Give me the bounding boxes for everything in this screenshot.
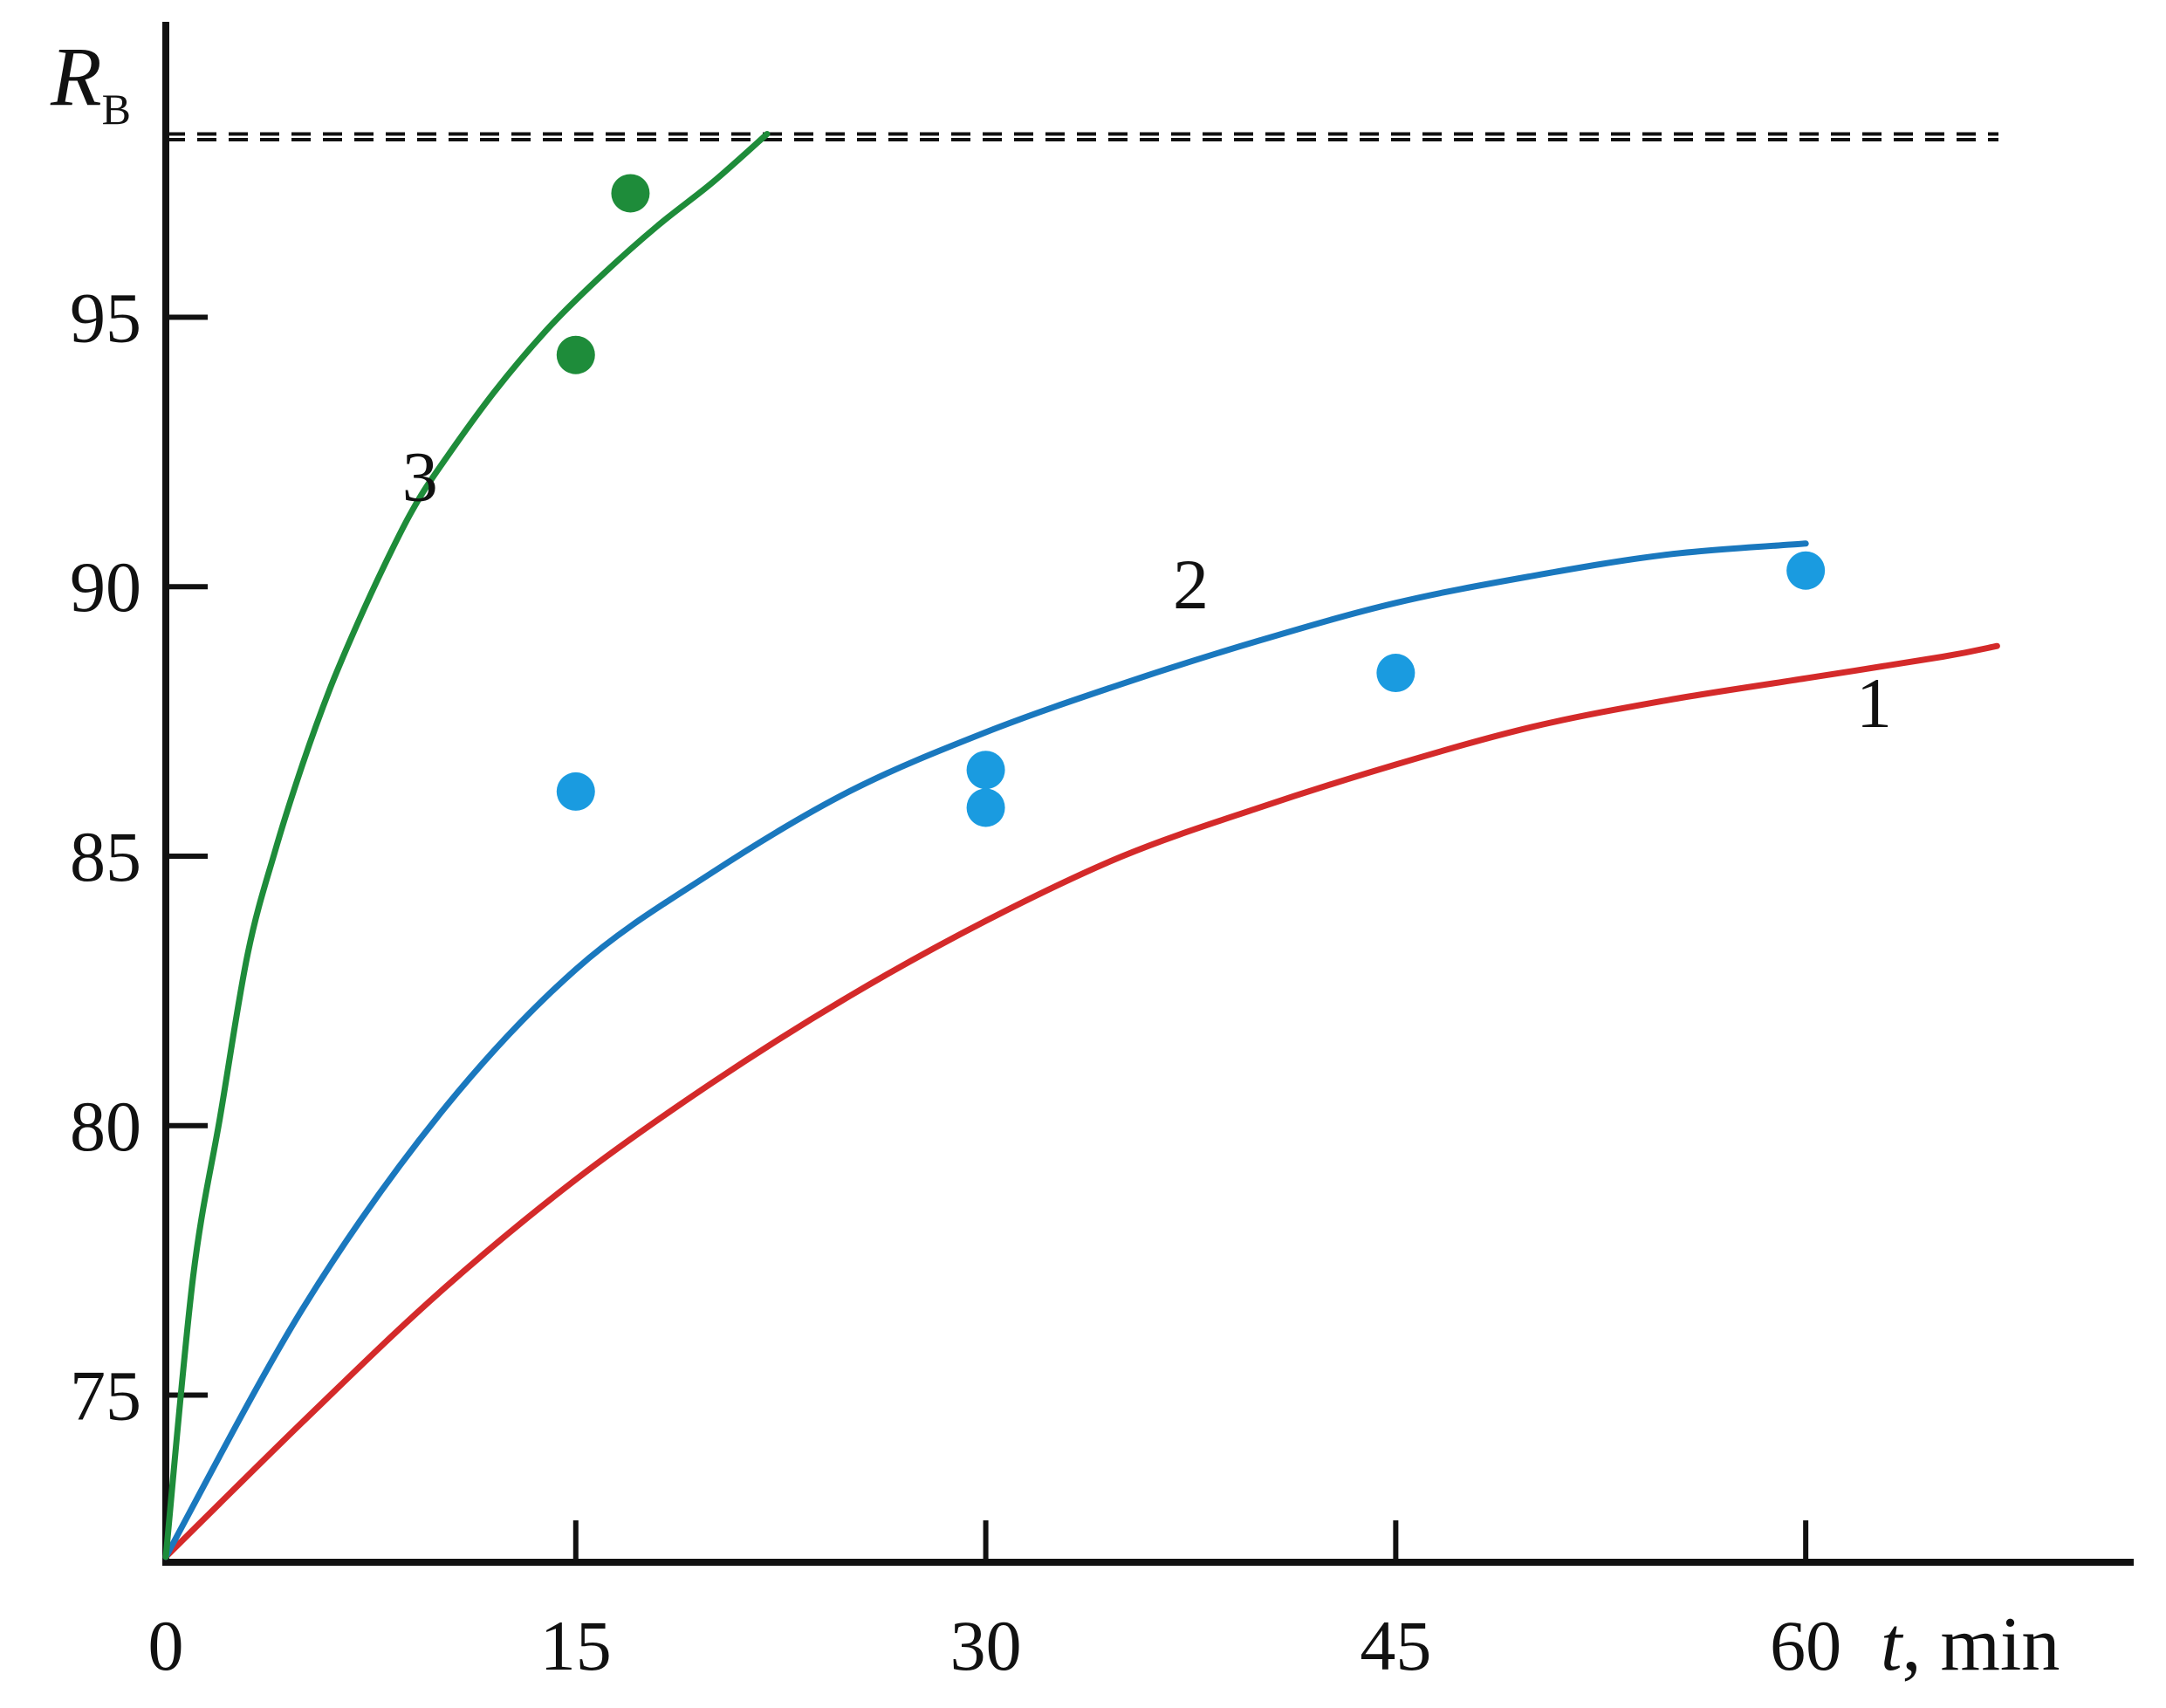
y-tick-label: 85	[70, 817, 141, 896]
series-2: 2	[162, 540, 1826, 1561]
y-axis-var: R	[50, 30, 102, 123]
y-axis-subscript: B	[102, 85, 131, 134]
series-2-point	[966, 788, 1005, 827]
series-3-label: 3	[402, 436, 438, 516]
x-axis-title: t, min	[1881, 1602, 2060, 1687]
reference-band	[166, 132, 1998, 141]
series-2-label: 2	[1173, 545, 1209, 624]
x-axis-var: t	[1881, 1602, 1904, 1687]
x-tick-label: 30	[950, 1606, 1022, 1685]
series-1-label: 1	[1856, 663, 1892, 743]
y-tick-label: 95	[70, 278, 141, 357]
x-tick-label: 15	[540, 1606, 612, 1685]
series-2-point	[966, 751, 1005, 790]
series-2-point	[1786, 551, 1826, 590]
series-3-line	[162, 131, 771, 1561]
axes: 0 15 30 45 60 75 80 85 90 95	[70, 22, 2134, 1685]
x-tick-label: 0	[148, 1606, 184, 1685]
series-1-line	[162, 642, 2000, 1561]
y-tick-label: 75	[70, 1356, 141, 1436]
series-3: 3	[162, 131, 771, 1561]
series-layer: 1 2 3	[162, 131, 2000, 1561]
series-3-point	[611, 174, 650, 213]
series-1: 1	[162, 642, 2000, 1561]
y-tick-label: 90	[70, 547, 141, 627]
series-2-point	[556, 772, 595, 811]
series-2-point	[1376, 654, 1415, 693]
y-axis-title: RB	[50, 30, 131, 134]
series-2-line	[162, 540, 1809, 1561]
series-3-point	[556, 335, 595, 374]
x-tick-label: 60	[1770, 1606, 1841, 1685]
x-axis-unit: , min	[1902, 1602, 2060, 1687]
x-tick-label: 45	[1360, 1606, 1431, 1685]
y-tick-label: 80	[70, 1087, 141, 1166]
